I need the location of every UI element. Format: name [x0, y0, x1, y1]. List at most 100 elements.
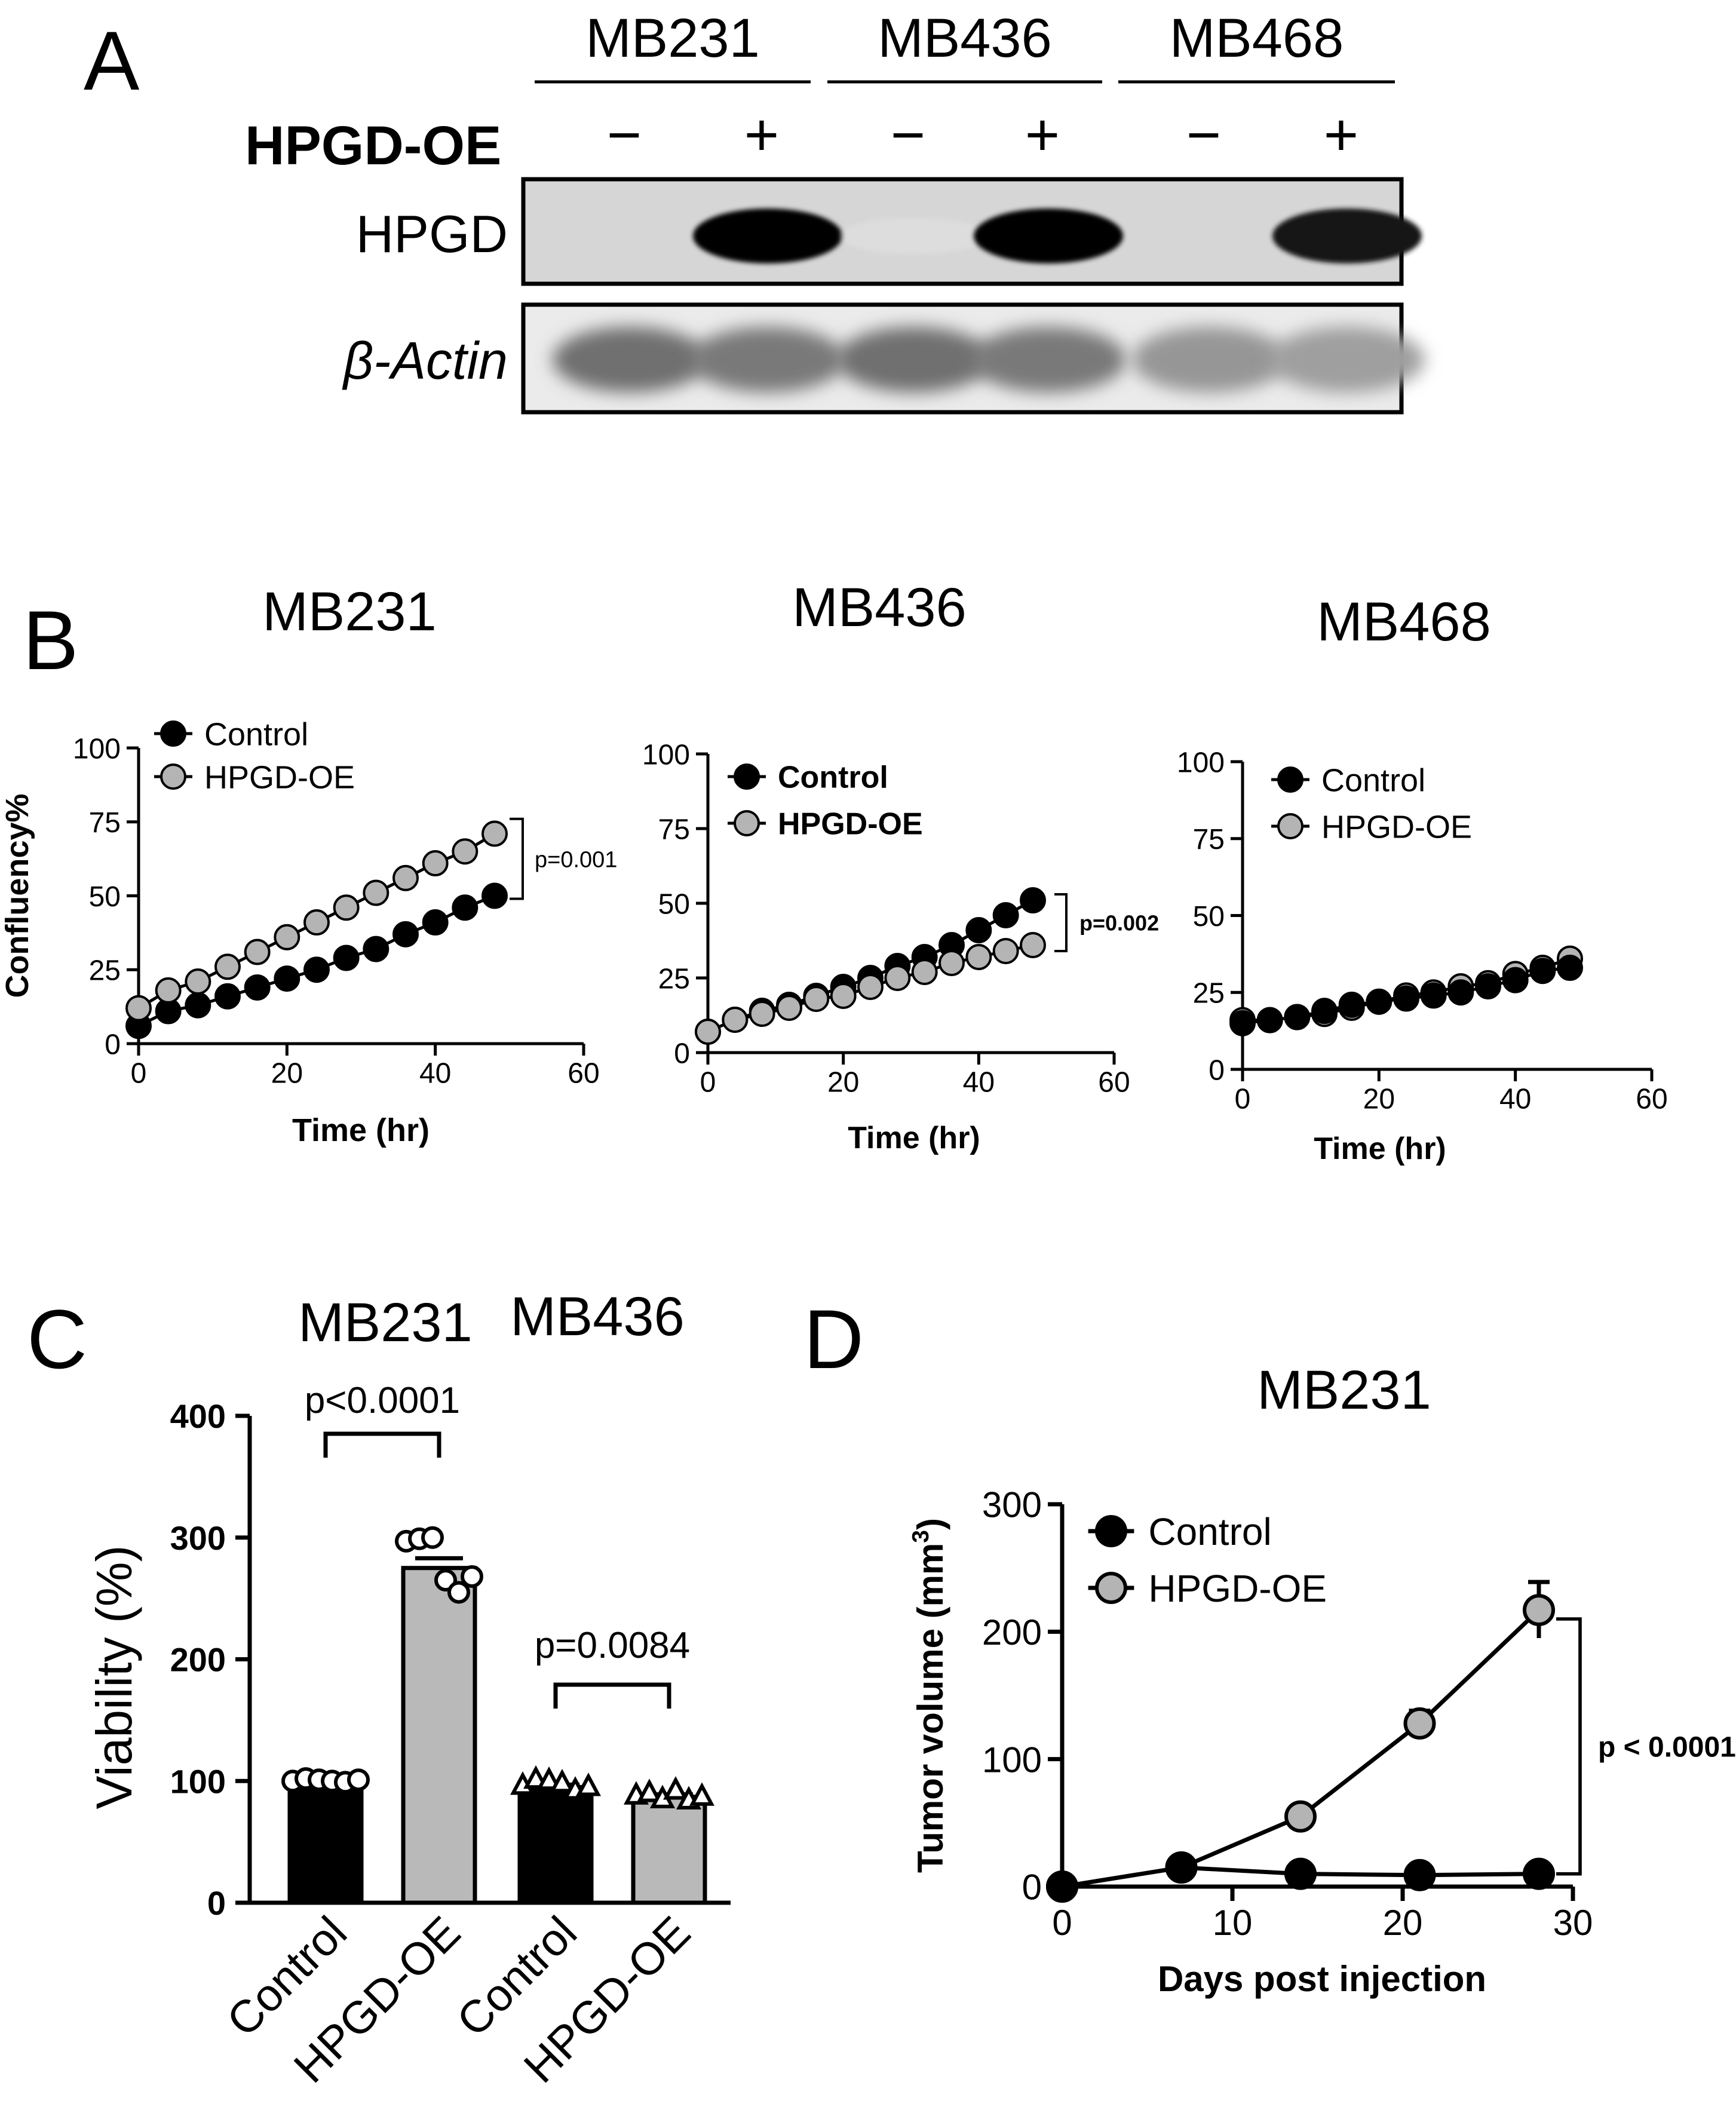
chart-title: MB231 — [262, 581, 437, 642]
x-tick-label: 0 — [1235, 1084, 1251, 1115]
data-point-hpgd-oe — [303, 909, 330, 936]
p-value-annotation: p=0.002 — [1079, 910, 1159, 935]
data-point-control — [1447, 979, 1474, 1006]
data-point-hpgd-oe — [214, 953, 241, 980]
bar-0 — [287, 1778, 364, 1905]
data-point-control — [481, 882, 508, 909]
lane-sign: − — [1186, 102, 1221, 168]
actin-band — [1132, 327, 1287, 392]
significance-bracket — [1556, 1617, 1582, 1876]
data-point — [637, 1778, 662, 1802]
western-blot-panel: MB231 MB436 MB468 HPGD-OE − + − + − + HPGD β-Act… — [245, 8, 1425, 415]
data-point-control — [992, 902, 1019, 928]
x-tick-label: 40 — [419, 1058, 451, 1090]
data-point-control — [303, 956, 330, 983]
lane-sign: + — [1025, 102, 1060, 168]
data-point-hpgd-oe — [244, 939, 271, 965]
data-point-control — [1338, 991, 1365, 1018]
data-point-control — [1165, 1851, 1198, 1884]
y-tick-label: 400 — [170, 1397, 226, 1435]
data-point-hpgd-oe — [965, 944, 992, 970]
data-point-control — [1557, 955, 1583, 982]
x-tick-label: 40 — [1499, 1084, 1531, 1115]
data-point-control — [274, 965, 300, 992]
data-point-hpgd-oe — [1284, 1800, 1317, 1833]
data-point-hpgd-oe — [1020, 932, 1046, 958]
x-tick-label: 10 — [1213, 1903, 1253, 1943]
x-tick-label: 60 — [1098, 1067, 1130, 1099]
data-point-control — [1502, 967, 1529, 993]
y-tick-label: 25 — [658, 963, 690, 995]
data-point-control — [1475, 973, 1501, 999]
blot-header-mb468: MB468 — [1170, 8, 1344, 69]
data-point-hpgd-oe — [992, 938, 1019, 964]
data-point-hpgd-oe — [857, 974, 884, 1000]
data-point-hpgd-oe — [125, 995, 152, 1022]
y-tick-label: 75 — [1193, 824, 1225, 855]
data-point-control — [1529, 958, 1556, 985]
data-point — [576, 1772, 601, 1796]
x-tick-label: 60 — [568, 1058, 599, 1090]
legend-label: Control — [778, 760, 888, 795]
significance-bracket — [510, 817, 524, 900]
comparison-p-value: p=0.0084 — [535, 1625, 690, 1666]
data-point — [663, 1776, 688, 1800]
data-point-control — [1420, 982, 1447, 1009]
data-point-hpgd-oe — [938, 950, 965, 976]
legend-label: HPGD-OE — [1321, 809, 1472, 845]
bar-2 — [517, 1784, 594, 1905]
data-point-hpgd-oe — [452, 838, 479, 865]
y-axis-label: Tumor volume (mm3) — [908, 1518, 950, 1873]
data-point-hpgd-oe — [155, 977, 182, 1004]
chart-b-mb436: MB436 0 25 50 75 100 0 20 40 60 Time (hr) Control HP… — [642, 577, 1159, 1155]
data-point-control — [1046, 1870, 1078, 1903]
series-line-hpgd-oe — [1062, 1608, 1541, 1889]
comparison-bracket — [323, 1431, 441, 1458]
data-point — [461, 1565, 483, 1588]
lane-sign: + — [744, 102, 779, 168]
data-point-hpgd-oe — [722, 1007, 749, 1033]
data-point-control — [1311, 998, 1338, 1025]
data-point — [421, 1526, 444, 1549]
data-point-control — [1403, 1859, 1436, 1891]
y-tick-label: 75 — [658, 814, 690, 845]
y-tick-label: 0 — [674, 1038, 690, 1069]
legend-marker — [160, 720, 186, 747]
legend-marker — [1095, 1572, 1127, 1604]
data-point-control — [1284, 1857, 1317, 1890]
group-title-mb231: MB231 — [298, 1292, 473, 1353]
data-point — [536, 1766, 562, 1790]
hpgd-oe-condition-label: HPGD-OE — [245, 115, 501, 176]
legend-label: Control — [204, 716, 308, 752]
actin-band — [553, 327, 708, 392]
y-tick-label: 25 — [1193, 978, 1225, 1010]
x-axis-label: Time (hr) — [1314, 1131, 1446, 1166]
chart-title: MB231 — [1257, 1360, 1431, 1421]
y-tick-label: 300 — [982, 1485, 1042, 1525]
bar-1 — [401, 1566, 477, 1905]
data-point-hpgd-oe — [884, 965, 911, 991]
data-point-control — [1393, 985, 1419, 1012]
lane-sign: − — [891, 102, 925, 168]
data-point-hpgd-oe — [422, 850, 449, 877]
panel-a-letter: A — [84, 14, 140, 108]
x-tick-label: 60 — [1636, 1084, 1667, 1115]
legend-marker — [734, 810, 760, 836]
legend-label: HPGD-OE — [204, 759, 355, 795]
data-point-hpgd-oe — [392, 864, 419, 891]
y-tick-label: 100 — [642, 739, 690, 771]
x-axis-label: Time (hr) — [848, 1121, 980, 1155]
legend-label: Control — [1148, 1510, 1271, 1553]
actin-band — [690, 327, 845, 392]
y-tick-label: 0 — [1022, 1867, 1042, 1908]
data-point-control — [244, 974, 271, 1001]
y-axis-label: Viability (%) — [86, 1545, 142, 1810]
data-point-hpgd-oe — [1523, 1594, 1555, 1627]
comparison-bracket — [553, 1682, 671, 1709]
data-point — [447, 1581, 470, 1604]
group-title-mb436: MB436 — [510, 1286, 685, 1347]
band-label-hpgd: HPGD — [356, 204, 508, 263]
hpgd-band — [693, 208, 842, 263]
